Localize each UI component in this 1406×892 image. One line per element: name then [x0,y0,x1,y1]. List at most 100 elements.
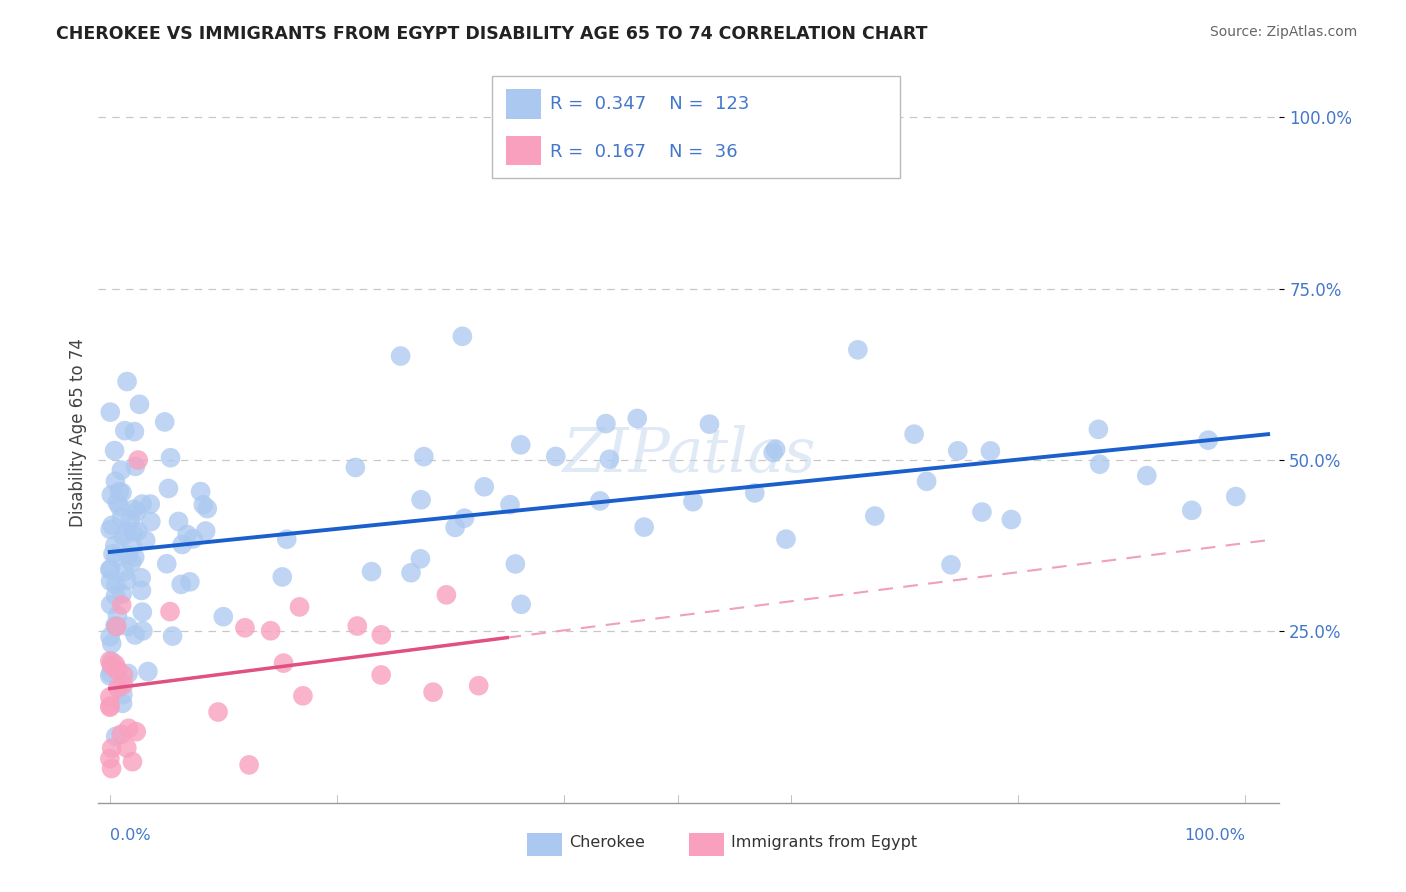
Point [510,597,533,611]
Point [115,524,138,539]
Point [111,688,134,702]
Point [114,424,136,438]
Text: R =  0.167    N =  36: R = 0.167 N = 36 [550,143,737,161]
Text: ZIPatlas: ZIPatlas [562,425,815,485]
Point [122,524,145,539]
Point [1087,422,1109,436]
Point [98,690,121,704]
Point [509,438,531,452]
Point [167,515,190,529]
Point [100,741,122,756]
Point [370,628,392,642]
Point [259,624,281,638]
Point [127,453,149,467]
Point [135,533,157,548]
Point [98,669,121,683]
Point [115,574,138,588]
Point [121,556,143,570]
Point [409,551,432,566]
Point [105,495,128,509]
Point [121,539,143,553]
Point [108,484,131,499]
Point [136,665,159,679]
Point [117,666,139,681]
Point [132,624,155,638]
Point [863,509,886,524]
Text: Immigrants from Egypt: Immigrants from Egypt [731,836,917,850]
Point [195,501,218,516]
Point [127,524,149,538]
Point [115,375,138,389]
Text: CHEROKEE VS IMMIGRANTS FROM EGYPT DISABILITY AGE 65 TO 74 CORRELATION CHART: CHEROKEE VS IMMIGRANTS FROM EGYPT DISABI… [56,25,928,43]
Point [970,505,993,519]
Point [444,520,467,534]
Point [122,502,145,516]
Point [389,349,412,363]
Point [179,574,201,589]
Point [162,629,184,643]
Point [194,524,217,538]
Point [100,637,122,651]
Point [107,662,129,676]
Point [107,681,129,695]
Point [370,668,392,682]
Point [633,520,655,534]
Point [98,563,121,577]
Point [915,475,938,489]
Point [104,475,127,489]
Point [190,484,212,499]
Point [125,724,148,739]
Point [121,755,143,769]
Point [117,619,139,633]
Point [412,450,434,464]
Point [98,405,121,419]
Point [159,605,181,619]
Point [104,730,127,744]
Text: 0.0%: 0.0% [110,828,150,843]
Point [946,443,969,458]
Text: R =  0.347    N =  123: R = 0.347 N = 123 [550,95,749,113]
Point [128,397,150,411]
Point [467,679,489,693]
Point [544,450,567,464]
Point [98,630,121,644]
Point [112,529,135,543]
Point [107,608,129,623]
Point [170,577,193,591]
Point [104,539,127,553]
Point [346,619,368,633]
Point [111,485,134,500]
Point [101,655,124,669]
Text: Cherokee: Cherokee [569,836,645,850]
Y-axis label: Disability Age 65 to 74: Disability Age 65 to 74 [69,338,87,527]
Point [110,510,132,524]
Point [472,480,495,494]
Point [589,494,612,508]
Text: Source: ZipAtlas.com: Source: ZipAtlas.com [1209,25,1357,39]
Point [153,415,176,429]
Point [117,722,139,736]
Point [1000,512,1022,526]
Point [98,654,121,668]
Point [595,417,617,431]
Point [104,618,127,632]
Point [1181,503,1204,517]
Point [104,589,127,603]
Point [100,562,122,576]
Point [124,550,146,565]
Point [110,463,132,477]
Point [699,417,721,431]
Point [124,459,146,474]
Point [273,656,295,670]
Point [422,685,444,699]
Point [98,700,121,714]
Point [112,677,135,691]
Point [105,663,128,677]
Point [100,574,122,589]
Point [1197,433,1219,447]
Point [775,532,797,546]
Point [176,527,198,541]
Point [112,565,135,579]
Point [172,537,194,551]
Point [100,658,122,673]
